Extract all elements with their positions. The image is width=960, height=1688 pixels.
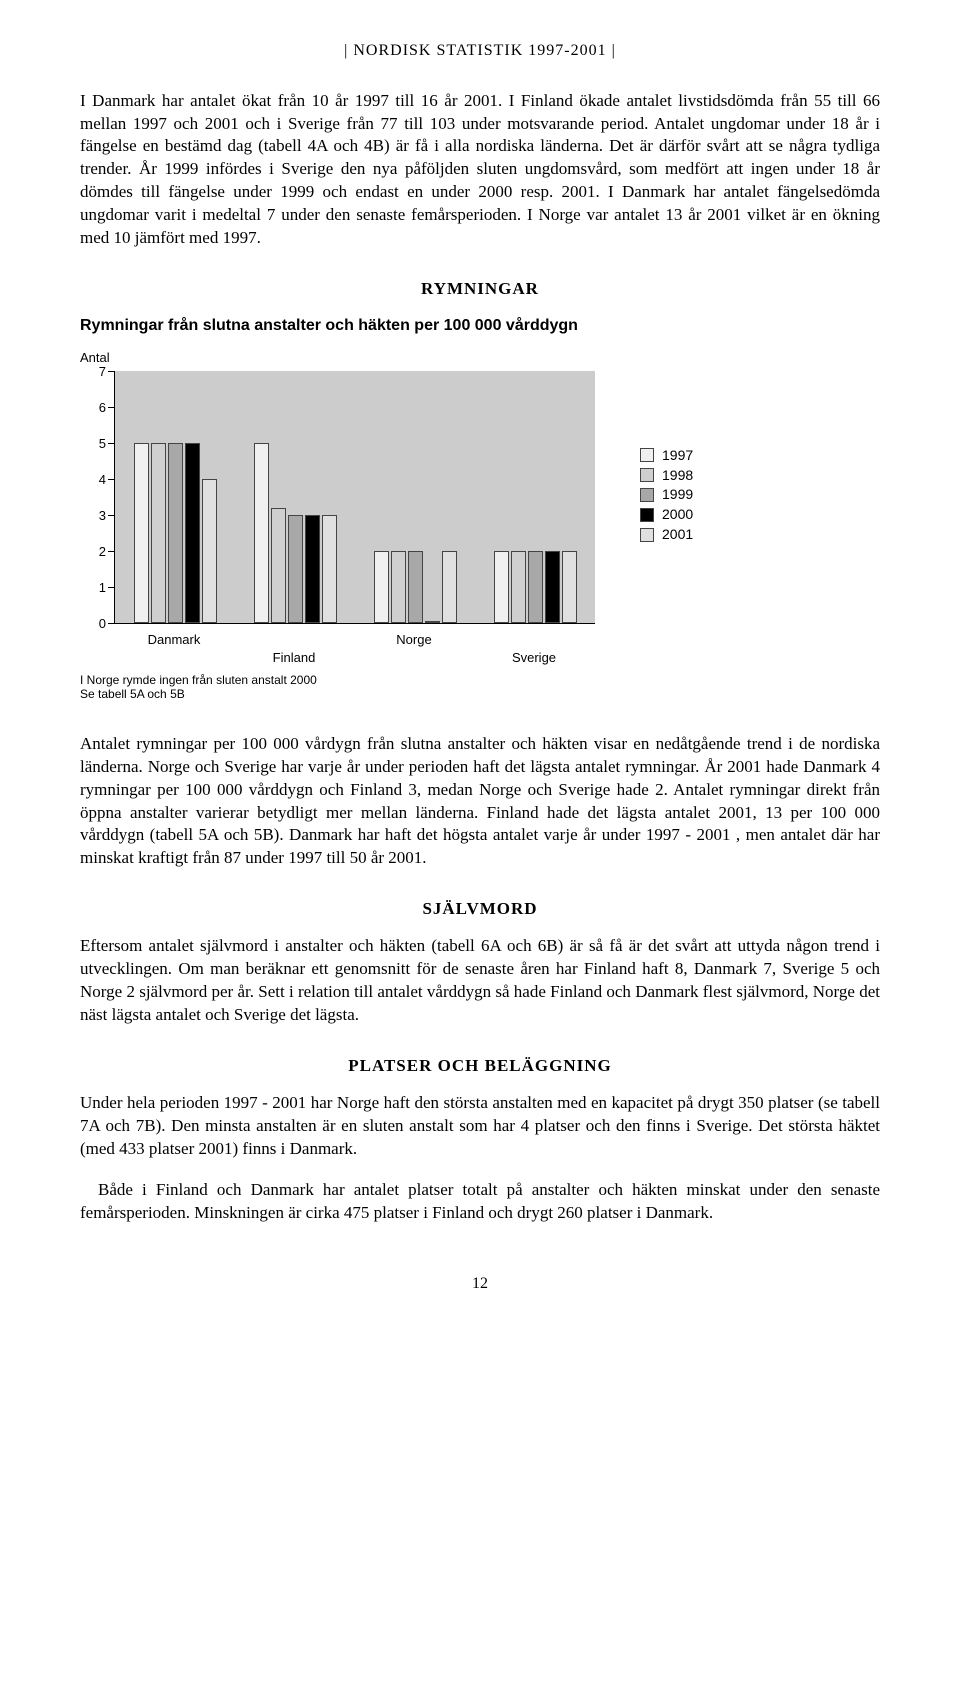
chart-subheading: Rymningar från slutna anstalter och häkt… [80, 315, 880, 337]
chart-legend: 19971998199920002001 [640, 445, 693, 545]
chart-legend-item: 1998 [640, 466, 693, 485]
chart-plot-area [114, 371, 595, 624]
chart-y-tick: 6 [86, 399, 106, 417]
chart-bar [202, 479, 217, 623]
legend-label: 1998 [662, 466, 693, 485]
chart-x-tick: Danmark [124, 631, 224, 649]
chart-bar [545, 551, 560, 623]
legend-swatch-icon [640, 528, 654, 542]
chart-y-tick: 4 [86, 471, 106, 489]
chart-bar [322, 515, 337, 623]
chart-footnote: I Norge rymde ingen från sluten anstalt … [80, 673, 317, 702]
rymningar-body: Antalet rymningar per 100 000 vårdygn fr… [80, 733, 880, 871]
chart-bar [271, 508, 286, 623]
chart-bar [494, 551, 509, 623]
chart-y-tick: 0 [86, 615, 106, 633]
chart-legend-item: 2000 [640, 505, 693, 524]
chart-y-tick: 3 [86, 507, 106, 525]
page-number: 12 [80, 1273, 880, 1295]
chart-bar-group [365, 551, 465, 623]
legend-label: 2001 [662, 525, 693, 544]
chart-bar [442, 551, 457, 623]
chart-x-tick: Sverige [484, 649, 584, 667]
heading-rymningar: RYMNINGAR [80, 278, 880, 301]
chart-legend-item: 1997 [640, 446, 693, 465]
intro-paragraph: I Danmark har antalet ökat från 10 år 19… [80, 90, 880, 251]
chart-bar-group [485, 551, 585, 623]
chart-bar [391, 551, 406, 623]
chart-bar [562, 551, 577, 623]
chart-bar [168, 443, 183, 623]
legend-swatch-icon [640, 448, 654, 462]
chart-bar [151, 443, 166, 623]
chart-legend-item: 1999 [640, 485, 693, 504]
legend-swatch-icon [640, 488, 654, 502]
platser-body-1: Under hela perioden 1997 - 2001 har Norg… [80, 1092, 880, 1161]
heading-sjalvmord: SJÄLVMORD [80, 898, 880, 921]
page-header: | NORDISK STATISTIK 1997-2001 | [80, 40, 880, 62]
chart-bar [511, 551, 526, 623]
sjalvmord-body: Eftersom antalet självmord i anstalter o… [80, 935, 880, 1027]
chart-y-tick: 7 [86, 363, 106, 381]
chart-bar-group [245, 443, 345, 623]
legend-label: 2000 [662, 505, 693, 524]
chart-y-tick: 2 [86, 543, 106, 561]
chart-bar [185, 443, 200, 623]
chart-bar [254, 443, 269, 623]
chart-bar-group [125, 443, 225, 623]
chart-bar [134, 443, 149, 623]
chart-y-tick: 1 [86, 579, 106, 597]
chart-bar [425, 621, 440, 623]
chart-x-tick: Finland [244, 649, 344, 667]
rymningar-chart: Antal01234567DanmarkFinlandNorgeSverige1… [80, 347, 880, 707]
chart-x-tick: Norge [364, 631, 464, 649]
chart-bar [305, 515, 320, 623]
chart-legend-item: 2001 [640, 525, 693, 544]
heading-platser: PLATSER OCH BELÄGGNING [80, 1055, 880, 1078]
legend-swatch-icon [640, 468, 654, 482]
legend-label: 1999 [662, 485, 693, 504]
platser-body-2: Både i Finland och Danmark har antalet p… [80, 1179, 880, 1225]
legend-label: 1997 [662, 446, 693, 465]
chart-y-tick: 5 [86, 435, 106, 453]
chart-bar [408, 551, 423, 623]
chart-bar [288, 515, 303, 623]
legend-swatch-icon [640, 508, 654, 522]
chart-bar [374, 551, 389, 623]
chart-bar [528, 551, 543, 623]
